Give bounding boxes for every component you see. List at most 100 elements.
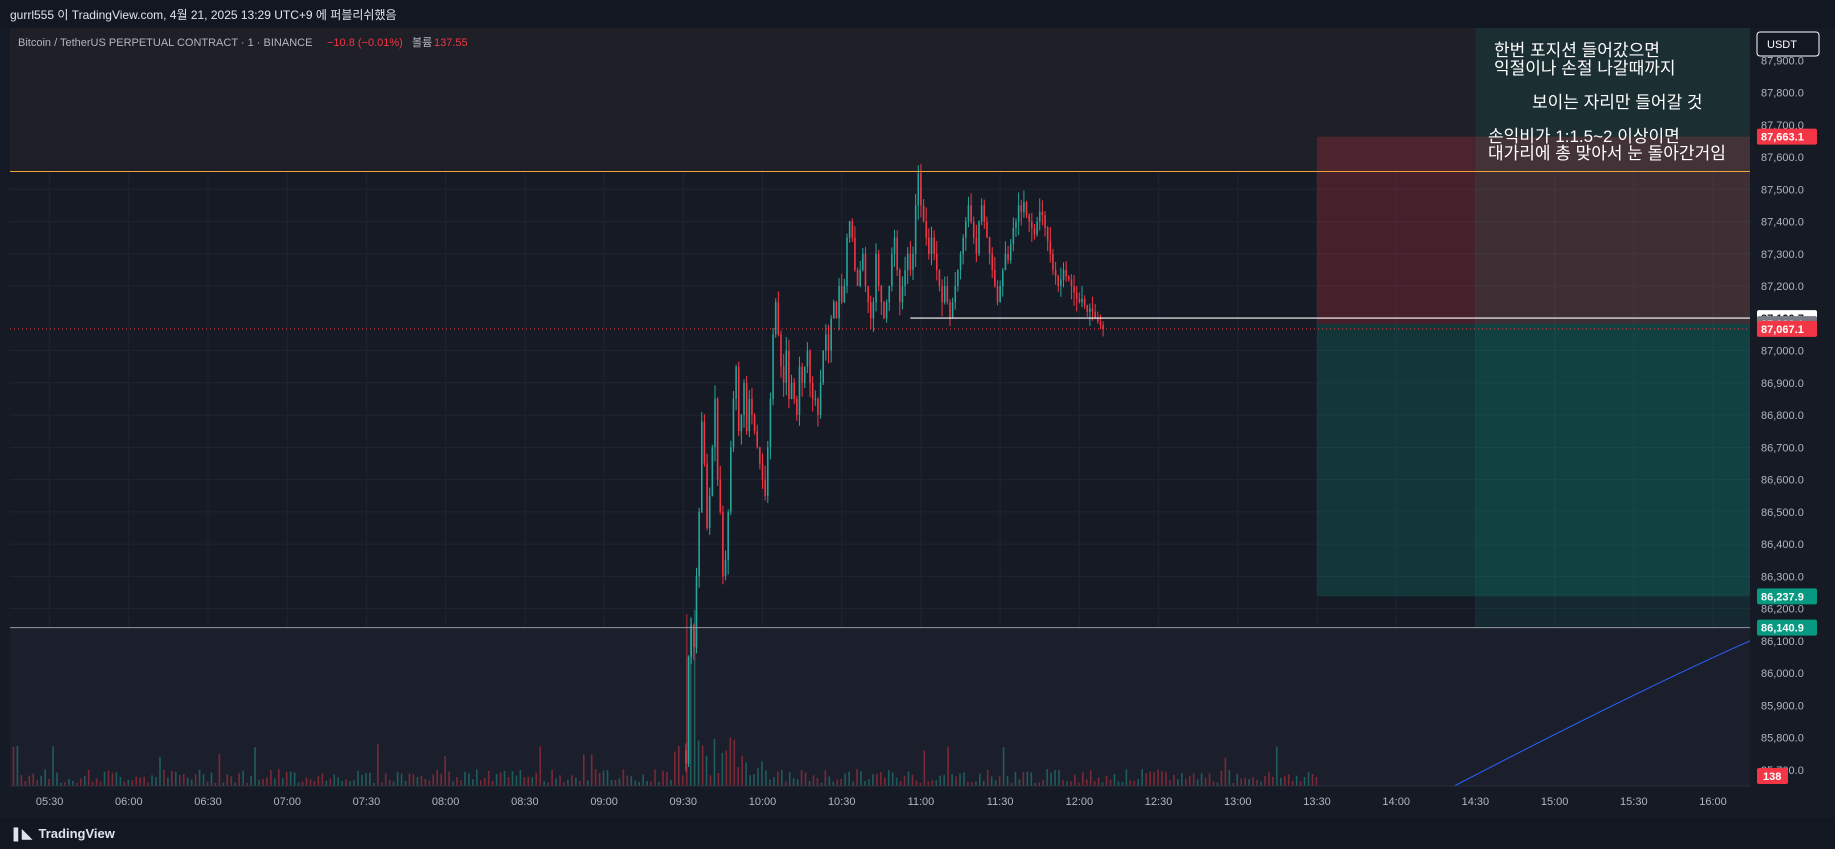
volume-bar xyxy=(186,777,189,786)
volume-bar xyxy=(606,770,609,786)
volume-bar xyxy=(654,769,656,786)
volume-bar xyxy=(1283,776,1286,786)
volume-bar xyxy=(44,769,46,786)
volume-bar xyxy=(408,773,411,786)
price-tick-label: 87,000.0 xyxy=(1761,346,1804,358)
volume-bar xyxy=(1161,771,1163,786)
candle-body xyxy=(896,237,898,270)
volume-bar xyxy=(864,780,866,786)
candle-body xyxy=(925,221,927,238)
volume-bar xyxy=(828,776,831,786)
volume-bar xyxy=(598,773,601,786)
candle-body xyxy=(957,269,959,287)
currency-button[interactable]: USDT xyxy=(1756,31,1820,57)
candle-body xyxy=(912,253,914,270)
volume-bar xyxy=(638,781,641,786)
candle-body xyxy=(901,286,904,303)
volume-bar xyxy=(151,775,153,786)
candle-body xyxy=(1073,286,1075,293)
volume-bar xyxy=(685,614,688,786)
price-tick-label: 87,900.0 xyxy=(1761,55,1804,67)
volume-bar xyxy=(753,774,755,786)
volume-bar xyxy=(277,769,280,786)
candle-body xyxy=(1060,279,1062,287)
volume-bar xyxy=(1252,777,1254,786)
volume-bar xyxy=(575,777,577,786)
volume-bar xyxy=(1058,769,1060,786)
volume-bar xyxy=(868,779,870,786)
volume-bar xyxy=(1196,779,1199,786)
volume-bar xyxy=(990,776,993,786)
tradingview-logo-icon: ❚◣ xyxy=(10,825,33,841)
footer-bar: ❚◣ TradingView xyxy=(0,818,1835,849)
candle-body xyxy=(1081,298,1083,303)
volume-bar xyxy=(880,772,882,786)
candle-body xyxy=(1065,269,1067,277)
volume-bar xyxy=(1204,777,1207,786)
candle-body xyxy=(1067,276,1070,280)
candle-body xyxy=(825,334,827,351)
volume-bar xyxy=(1105,775,1108,786)
volume-bar xyxy=(891,772,894,786)
candle-body xyxy=(938,269,941,287)
volume-bar xyxy=(666,771,668,786)
volume-bar xyxy=(52,746,54,786)
volume-bar xyxy=(1042,779,1044,786)
candle-body xyxy=(1054,269,1057,277)
candle-body xyxy=(891,253,893,287)
volume-bar xyxy=(559,775,561,786)
volume-bar xyxy=(792,778,795,786)
candle-body xyxy=(1012,227,1015,245)
candle-body xyxy=(698,511,700,577)
time-tick-label: 14:30 xyxy=(1462,796,1490,808)
volume-bar xyxy=(1256,779,1258,786)
volume-bar xyxy=(689,616,692,786)
price-axis-bg xyxy=(1750,28,1835,786)
volume-bar xyxy=(182,774,185,786)
candle-body xyxy=(846,237,848,287)
volume-bar xyxy=(1030,772,1033,786)
price-tick-label: 86,100.0 xyxy=(1761,636,1804,648)
volume-bar xyxy=(788,772,791,786)
candle-body xyxy=(722,511,724,577)
volume-bar xyxy=(1208,773,1211,786)
volume-bar xyxy=(313,780,316,786)
price-tick-label: 87,200.0 xyxy=(1761,281,1804,293)
candle-body xyxy=(753,415,756,432)
volume-bar xyxy=(626,775,629,786)
time-tick-label: 06:00 xyxy=(115,796,143,808)
volume-bar xyxy=(285,771,288,786)
stop-loss-zone xyxy=(1316,136,1750,325)
candle-body xyxy=(986,221,988,238)
volume-bar xyxy=(270,770,272,786)
candle-body xyxy=(774,302,777,335)
candle-body xyxy=(703,421,706,464)
volume-bar xyxy=(289,771,292,786)
volume-bar xyxy=(1137,779,1140,786)
zones-layer xyxy=(10,28,1750,786)
volume-bar xyxy=(1232,782,1235,786)
volume-bar xyxy=(507,777,510,786)
volume-bar xyxy=(701,745,704,786)
candle-body xyxy=(1015,221,1017,228)
volume-bar xyxy=(396,771,399,786)
volume-bar xyxy=(167,777,169,786)
time-tick-label: 14:00 xyxy=(1382,796,1410,808)
volume-bar xyxy=(935,780,938,786)
candle-body xyxy=(790,382,793,399)
volume-bar xyxy=(1177,779,1179,786)
volume-bar xyxy=(281,778,284,786)
volume-bar xyxy=(262,778,264,786)
volume-bar xyxy=(590,754,593,786)
volume-bar xyxy=(139,777,141,786)
candle-body xyxy=(687,656,690,764)
volume-bar xyxy=(547,782,549,786)
volume-bar xyxy=(131,780,134,786)
volume-bar xyxy=(804,772,807,786)
publication-attribution: gurrl555 이 TradingView.com, 4월 21, 2025 … xyxy=(10,7,397,22)
volume-bar xyxy=(567,779,569,786)
candle-body xyxy=(991,253,994,270)
volume-bar xyxy=(650,781,652,786)
price-tick-label: 87,300.0 xyxy=(1761,249,1804,261)
